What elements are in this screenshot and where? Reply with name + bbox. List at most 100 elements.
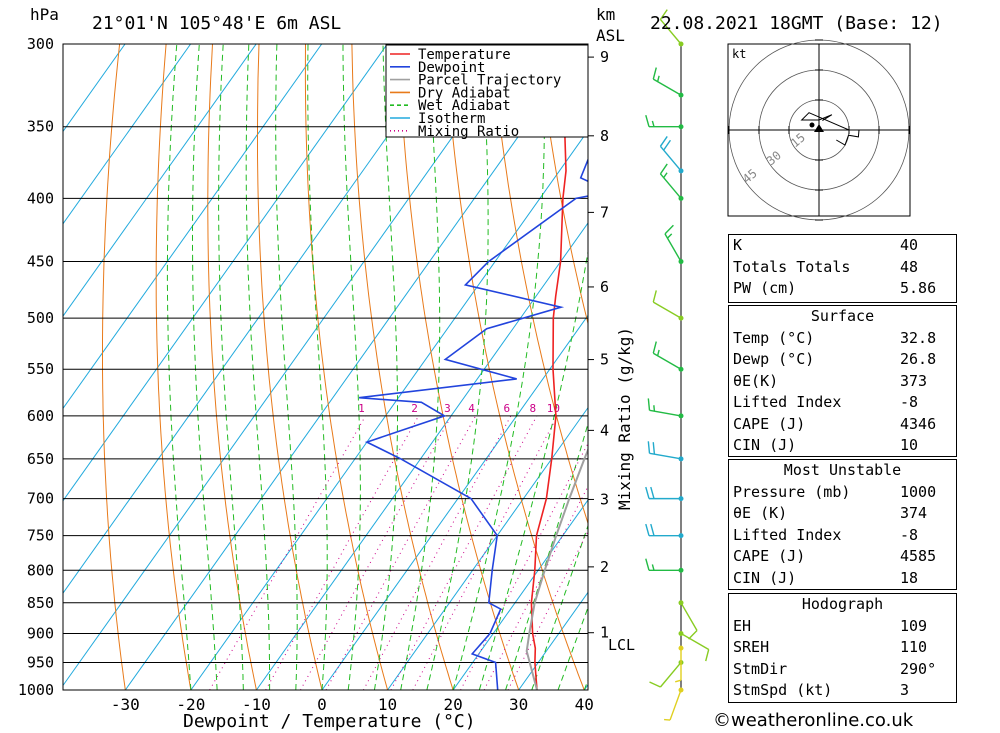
hodograph-storm-marker <box>814 124 824 132</box>
wind-barb-flag <box>649 681 661 688</box>
wind-barb-flag <box>656 75 660 82</box>
pressure-tick-label: 1000 <box>18 681 54 699</box>
mixing-ratio-value: 10 <box>547 402 560 415</box>
height-tick-label: 6 <box>600 278 609 296</box>
wind-barb-dot <box>678 413 684 419</box>
wind-barb-dot <box>678 645 684 651</box>
wind-barb-staff <box>649 452 682 460</box>
hodograph-stats-title: Hodograph <box>801 595 884 613</box>
isotherm-line <box>63 44 257 317</box>
pressure-tick-label: 900 <box>27 624 54 642</box>
mixing-ratio-value: 4 <box>468 402 475 415</box>
wet-adiabat-line <box>557 606 588 690</box>
wind-barb-flag <box>659 9 668 20</box>
legend-label: Parcel Trajectory <box>418 73 561 89</box>
hodograph-storm-dot <box>809 122 815 128</box>
surface-row: CIN (J) 10 <box>733 436 919 454</box>
wind-barb-dot <box>678 496 684 502</box>
wet-adiabat-line <box>307 44 328 690</box>
pressure-tick-label: 800 <box>27 561 54 579</box>
wet-adiabat-line <box>218 44 244 690</box>
wind-barb-staff <box>659 173 682 199</box>
hodograph-stats-row: StmDir 290° <box>733 659 937 678</box>
dry-adiabat-line <box>155 44 192 690</box>
mixing-ratio-value: 25 <box>636 402 649 415</box>
dry-adiabat-line <box>397 44 520 690</box>
isotherm-line <box>387 406 588 690</box>
wind-barb-dot <box>678 41 684 47</box>
dry-adiabat-line <box>956 44 1000 690</box>
wind-barb-flag <box>667 233 673 239</box>
profile-parcel-trajectory <box>525 447 588 690</box>
wind-barb-flag <box>651 564 655 571</box>
height-tick-label: 4 <box>600 421 609 439</box>
dry-adiabat-line <box>207 44 257 690</box>
hodograph-stats-row: EH 109 <box>733 616 928 635</box>
wind-barbs <box>645 9 710 721</box>
wind-barb-flag <box>645 486 650 499</box>
mixing-ratio-value: 1 <box>358 402 365 415</box>
most-unstable-row: CIN (J) 18 <box>733 568 919 587</box>
index-row-k: K 40 <box>733 236 919 254</box>
wind-barb-staff <box>659 145 682 172</box>
legend-label: Dewpoint <box>418 60 485 76</box>
hodograph-unit: kt <box>732 47 746 61</box>
wind-barb-flag <box>663 139 672 151</box>
wet-adiabat-line <box>342 44 361 690</box>
pressure-tick-label: 400 <box>27 189 54 207</box>
profile-lines <box>359 44 588 690</box>
mixing-ratio-value: 6 <box>504 402 511 415</box>
isotherm-line <box>63 44 519 687</box>
surface-row: Lifted Index -8 <box>733 393 919 411</box>
temperature-tick-label: -20 <box>176 695 205 714</box>
wind-barb-flag <box>651 120 655 127</box>
pressure-tick-label: 550 <box>27 360 54 378</box>
wind-barb-flag <box>652 341 657 354</box>
wind-barb-flag <box>652 442 656 455</box>
wet-adiabat-line <box>275 44 298 690</box>
plot-frame <box>62 43 589 691</box>
x-axis-label: Dewpoint / Temperature (°C) <box>183 711 476 732</box>
wind-barb-flag <box>664 224 674 235</box>
dry-adiabat-line <box>351 44 454 690</box>
wind-barb-dot <box>678 315 684 321</box>
mixing-ratio-value: 8 <box>529 402 536 415</box>
surface-row: θE(K) 373 <box>733 371 928 390</box>
temperature-tick-label: 30 <box>509 695 528 714</box>
hodograph-stats-row: SREH 110 <box>733 638 928 656</box>
temperature-tick-label: -30 <box>111 695 140 714</box>
hodograph-trace <box>800 112 860 146</box>
dry-adiabat-line <box>257 44 323 690</box>
wind-barb-dot <box>678 366 684 372</box>
height-tick-label: 5 <box>600 351 609 369</box>
wind-barb-flag <box>650 486 655 499</box>
wind-barb-dot <box>678 630 684 636</box>
height-unit-asl: ASL <box>596 26 625 45</box>
wind-barb-dot <box>678 124 684 130</box>
wind-barb-staff <box>659 662 682 688</box>
lcl-label: LCL <box>608 636 635 654</box>
wind-barb-flag <box>675 679 682 683</box>
height-tick-label: 8 <box>600 127 609 145</box>
surface-title: Surface <box>810 307 875 325</box>
wind-barb-flag <box>656 349 660 356</box>
surface-row: Temp (°C) 32.8 <box>733 328 937 347</box>
wet-adiabat-line <box>531 524 588 690</box>
mixing-ratio-line <box>300 415 452 690</box>
location-title: 21°01'N 105°48'E 6m ASL <box>92 13 341 34</box>
pressure-tick-label: 500 <box>27 309 54 327</box>
pressure-tick-label: 300 <box>27 35 54 53</box>
wind-barb-flag <box>650 523 655 536</box>
most-unstable-title: Most Unstable <box>783 461 902 479</box>
temperature-tick-label: -10 <box>242 695 271 714</box>
mixing-ratio-line <box>325 415 477 690</box>
wind-barb-staff <box>680 632 710 651</box>
wet-adiabat-line <box>505 422 588 690</box>
credit-link[interactable]: ©weatheronline.co.uk <box>713 710 914 731</box>
dry-adiabat-line <box>537 44 588 326</box>
wind-barb-dot <box>678 533 684 539</box>
most-unstable-panel: Most Unstable Pressure (mb) 1000 θE (K) 37… <box>728 459 957 590</box>
wind-barb-flag <box>645 523 650 536</box>
pressure-tick-label: 450 <box>27 253 54 271</box>
wind-barb-flag <box>663 172 668 179</box>
